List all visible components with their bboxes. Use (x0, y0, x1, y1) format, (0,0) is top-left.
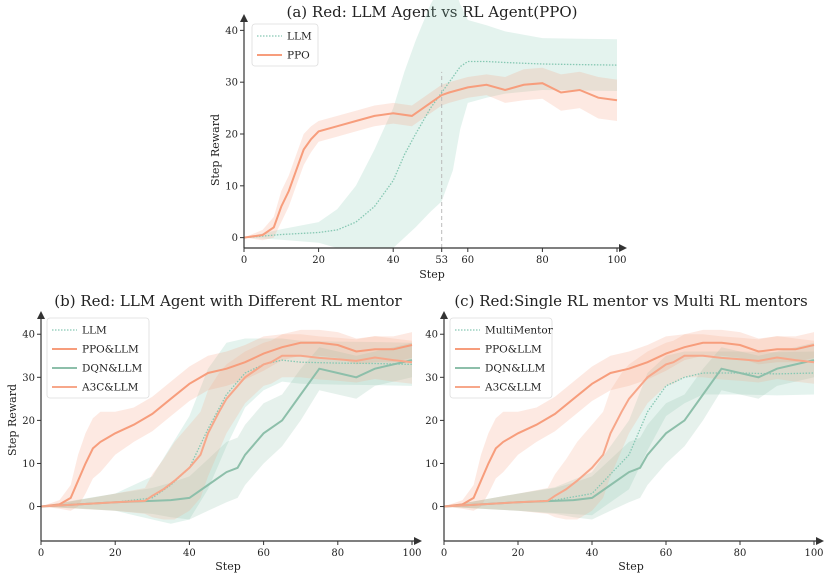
panel-c-band-3 (444, 334, 814, 520)
panel-b-legend-label: LLM (82, 325, 107, 337)
panel-a: (a) Red: LLM Agent vs RL Agent(PPO) Step… (209, 0, 627, 281)
panel-a-xtick-label: 20 (312, 255, 325, 266)
panel-b-xtick-label: 80 (331, 548, 344, 559)
panel-b-xtick-label: 100 (402, 548, 421, 559)
panel-a-legend: LLM PPO (251, 23, 319, 67)
panel-a-series-1-line (243, 82, 618, 239)
panel-b-series-3-line (40, 354, 413, 508)
panel-a-ytick-label: 0 (232, 233, 238, 244)
panel-c-series-3-line (443, 354, 815, 508)
panel-a-series-0-line (243, 60, 618, 239)
panel-b-title: (b) Red: LLM Agent with Different RL men… (54, 292, 402, 310)
panel-b-legend-label: PPO&LLM (82, 344, 139, 356)
panel-c-xtick-label: 40 (586, 548, 599, 559)
panel-b-xtick-label: 0 (38, 548, 44, 559)
panel-b-ytick-label: 20 (22, 416, 35, 427)
panel-b-legend-label: DQN&LLM (82, 363, 143, 375)
panel-b-ytick-label: 10 (22, 459, 35, 470)
panel-a-legend-label: LLM (287, 31, 312, 43)
panel-a-xtick-label: 80 (536, 255, 549, 266)
panel-c-series-2-line (443, 359, 815, 508)
panel-c-ytick-label: 30 (425, 373, 438, 384)
panel-a-xtick-label: 0 (241, 255, 247, 266)
panel-c-legend-label: A3C&LLM (484, 382, 542, 394)
panel-c-xtick-label: 60 (660, 548, 673, 559)
panel-b-band-3 (41, 334, 412, 520)
panel-b-xtick-label: 40 (183, 548, 196, 559)
panel-c: (c) Red:Single RL mentor vs Multi RL men… (425, 292, 824, 573)
panel-a-xtick-label: 60 (461, 255, 474, 266)
panel-b-ytick-label: 0 (29, 502, 35, 513)
panel-b-band-0 (41, 338, 412, 524)
panel-c-xtick-label: 20 (512, 548, 525, 559)
panel-c-band-2 (444, 342, 814, 520)
panel-c-band-0 (444, 351, 814, 516)
panel-c-legend-label: MultiMentor (485, 325, 554, 337)
panel-a-ytick-label: 40 (225, 26, 238, 37)
panel-c-series-1-line (443, 341, 815, 508)
panel-a-xlabel: Step (419, 268, 445, 281)
panel-c-legend-box (449, 317, 553, 399)
panel-c-xtick-label: 100 (804, 548, 823, 559)
panel-a-ylabel: Step Reward (209, 114, 222, 186)
panel-c-xtick-label: 80 (734, 548, 747, 559)
panel-b-xtick-label: 60 (257, 548, 270, 559)
panel-a-ytick-label: 30 (225, 78, 238, 89)
panel-b-band-2 (41, 342, 412, 520)
panel-a-xtick-label: 40 (387, 255, 400, 266)
panel-b-x-arrow (414, 537, 422, 545)
panel-b-y-arrow (37, 311, 45, 319)
panel-a-legend-label: PPO (287, 50, 310, 62)
panel-a-ytick-label: 20 (225, 130, 238, 141)
panel-b-ytick-label: 40 (22, 330, 35, 341)
panel-a-xtick-label: 100 (607, 255, 626, 266)
panel-c-y-arrow (440, 311, 448, 319)
panel-a-title: (a) Red: LLM Agent vs RL Agent(PPO) (287, 3, 578, 21)
panel-b: (b) Red: LLM Agent with Different RL men… (6, 292, 422, 573)
panel-a-ytick-label: 10 (225, 181, 238, 192)
panel-a-band-0 (244, 0, 617, 248)
panel-a-y-arrow (240, 14, 248, 22)
panel-c-ytick-label: 20 (425, 416, 438, 427)
panel-c-band-1 (444, 329, 814, 511)
panel-b-legend-box (46, 317, 150, 399)
panel-c-legend-label: DQN&LLM (485, 363, 546, 375)
panel-b-series-1-line (40, 341, 413, 508)
panel-a-xtick-label: 53 (435, 255, 448, 266)
panel-a-x-arrow (619, 244, 627, 252)
panel-c-legend: MultiMentor PPO&LLM DQN&LLM A3C&LLM (449, 317, 554, 399)
panel-b-series-2-line (40, 359, 413, 508)
panel-c-legend-label: PPO&LLM (485, 344, 542, 356)
panel-b-legend-label: A3C&LLM (81, 382, 139, 394)
panel-b-legend: LLM PPO&LLM DQN&LLM A3C&LLM (46, 317, 150, 399)
panel-c-x-arrow (816, 537, 824, 545)
panel-b-xtick-label: 20 (109, 548, 122, 559)
panel-c-ytick-label: 0 (432, 502, 438, 513)
panel-b-xlabel: Step (215, 560, 241, 573)
panel-b-band-1 (41, 329, 412, 511)
panel-c-title: (c) Red:Single RL mentor vs Multi RL men… (454, 292, 807, 310)
panel-c-xlabel: Step (618, 560, 644, 573)
panel-b-ylabel: Step Reward (6, 384, 19, 456)
panel-c-ytick-label: 10 (425, 459, 438, 470)
panel-c-xtick-label: 0 (441, 548, 447, 559)
panel-b-ytick-label: 30 (22, 373, 35, 384)
panel-c-ytick-label: 40 (425, 330, 438, 341)
